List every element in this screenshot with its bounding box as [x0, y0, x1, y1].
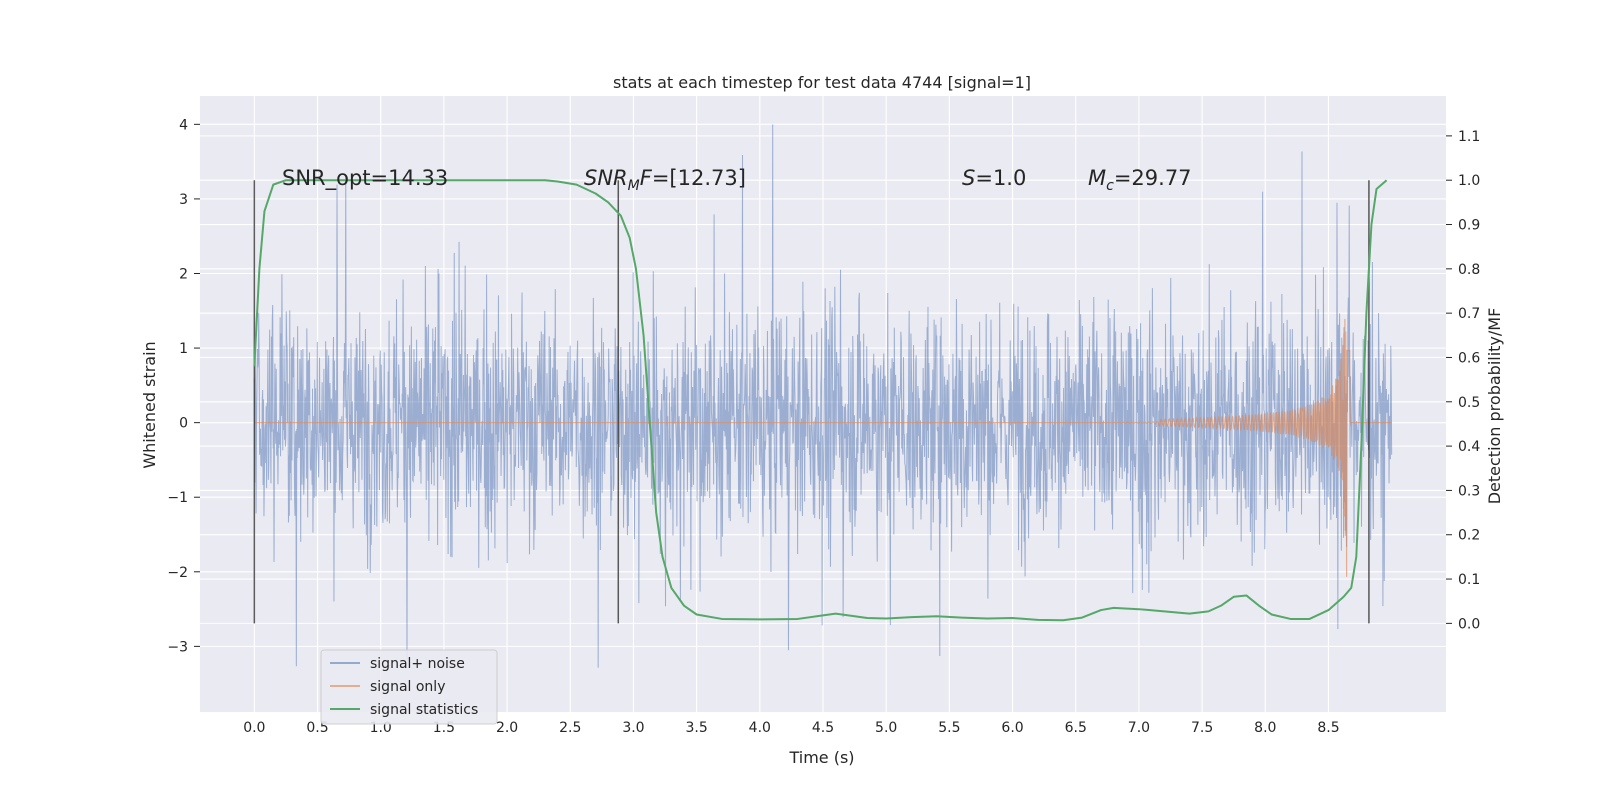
y-tick-label-right: 0.9 [1458, 218, 1480, 234]
x-tick-label: 4.5 [812, 720, 834, 736]
y-tick-label-right: 0.1 [1458, 572, 1480, 588]
legend-box [320, 649, 498, 725]
y-tick-label-right: 0.8 [1458, 262, 1480, 278]
y-tick-label-right: 0.3 [1458, 483, 1480, 499]
x-tick-label: 3.0 [622, 720, 644, 736]
y-tick-label-left: 3 [179, 192, 188, 208]
y-tick-label-right: 1.1 [1458, 129, 1480, 145]
legend: signal+ noise signal only signal statist… [320, 649, 498, 725]
ticks: 0.0 0.5 1.0 1.5 2.0 2.5 3.0 3.5 4.0 4.5 5.0 5.5 6.0 6… [167, 117, 1480, 736]
y-axis-label-right: Detection probability/MF [1485, 308, 1504, 505]
y-tick-label-right: 0.7 [1458, 306, 1480, 322]
signal-only-series [254, 318, 1392, 577]
annotation-snr-opt: SNR_opt=14.33 [282, 166, 448, 191]
y-tick-label-left: 2 [179, 266, 188, 282]
y-tick-label-left: −1 [167, 490, 188, 506]
y-tick-label-right: 0.0 [1458, 616, 1480, 632]
x-tick-label: 4.0 [749, 720, 771, 736]
y-tick-label-left: −2 [167, 565, 188, 581]
signal-plus-noise-series [253, 124, 1393, 668]
legend-label-noise: signal+ noise [370, 656, 465, 672]
y-axis-label-left: Whitened strain [140, 341, 159, 468]
legend-label-stats: signal statistics [370, 702, 478, 718]
x-tick-label: 8.5 [1317, 720, 1339, 736]
x-axis-label: Time (s) [788, 748, 854, 767]
y-tick-label-left: 0 [179, 416, 188, 432]
noise-line [253, 124, 1393, 668]
x-tick-label: 3.5 [685, 720, 707, 736]
x-tick-label: 7.5 [1191, 720, 1213, 736]
x-tick-label: 6.0 [1001, 720, 1023, 736]
x-tick-label: 5.0 [875, 720, 897, 736]
x-tick-label: 2.5 [559, 720, 581, 736]
annotation-snr-mf: SNRMF=[12.73] [584, 166, 746, 194]
y-tick-label-right: 1.0 [1458, 173, 1480, 189]
annotation-s: S=1.0 [962, 166, 1026, 190]
y-tick-label-right: 0.4 [1458, 439, 1480, 455]
stats-line [253, 179, 1388, 622]
x-tick-label: 7.0 [1128, 720, 1150, 736]
y-tick-label-left: −3 [167, 639, 188, 655]
y-tick-label-left: 1 [179, 341, 188, 357]
legend-label-signal: signal only [370, 679, 445, 695]
x-tick-label: 5.5 [938, 720, 960, 736]
y-tick-label-right: 0.6 [1458, 350, 1480, 366]
x-tick-label: 2.0 [496, 720, 518, 736]
x-tick-label: 0.0 [243, 720, 265, 736]
x-tick-label: 8.0 [1254, 720, 1276, 736]
chart-title: stats at each timestep for test data 474… [613, 73, 1031, 92]
signal-line [254, 318, 1392, 577]
y-tick-label-right: 0.2 [1458, 528, 1480, 544]
annotation-mc: Mc=29.77 [1088, 166, 1192, 194]
x-tick-label: 6.5 [1065, 720, 1087, 736]
signal-statistics-series [253, 179, 1388, 622]
y-tick-label-right: 0.5 [1458, 395, 1480, 411]
y-tick-label-left: 4 [179, 117, 188, 133]
